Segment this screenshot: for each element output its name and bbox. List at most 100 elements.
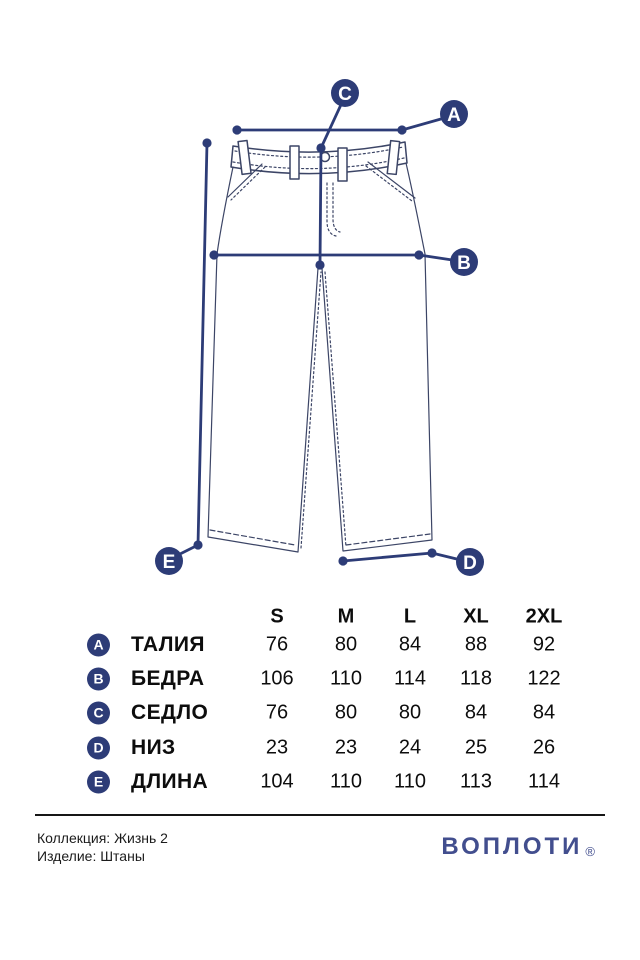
size-value: 110	[330, 667, 362, 690]
left-hip-seam	[216, 166, 234, 255]
marker-d-badge: D	[456, 548, 484, 576]
size-header: M	[337, 605, 355, 628]
size-value: 24	[398, 736, 422, 759]
size-value: 76	[265, 701, 289, 724]
measure-dot	[414, 250, 424, 260]
pants-measurement-diagram: C A B E D	[155, 79, 484, 576]
size-value: 84	[532, 701, 556, 724]
right-hem-stitch	[345, 533, 431, 546]
left-inseam-stitch	[300, 271, 322, 549]
table-row-hips: B БЕДРА 106 110 114 118 122	[0, 662, 640, 696]
row-letter-badge: C	[87, 701, 110, 725]
size-value: 84	[464, 701, 488, 724]
measure-dot	[315, 260, 325, 270]
size-header: S	[270, 605, 284, 628]
marker-b-badge: B	[450, 248, 478, 276]
table-row-waist: A ТАЛИЯ 76 80 84 88 92	[0, 628, 640, 662]
size-value: 23	[265, 736, 289, 759]
brand-logo: ВОПЛОТИ ®	[441, 835, 595, 859]
size-value: 80	[334, 701, 358, 724]
svg-text:E: E	[163, 552, 176, 573]
size-value: 76	[265, 633, 289, 656]
marker-c-badge: C	[331, 79, 359, 107]
row-label: ДЛИНА	[131, 770, 209, 793]
measure-dot	[427, 548, 437, 558]
table-row-rise: C СЕДЛО 76 80 80 84 84	[0, 696, 640, 730]
size-value: 113	[460, 770, 492, 793]
size-header: L	[403, 605, 417, 628]
size-header: 2XL	[525, 605, 563, 628]
measure-dot	[202, 138, 212, 148]
waistband-stitch-bottom	[232, 157, 405, 170]
table-row-length: E ДЛИНА 104 110 110 113 114	[0, 765, 640, 799]
right-leg	[321, 253, 433, 552]
size-value: 84	[398, 633, 422, 656]
measure-dot	[338, 556, 348, 566]
size-header-row: S M L XL 2XL	[0, 600, 640, 634]
measure-dot	[397, 125, 407, 135]
marker-e-badge: E	[155, 547, 183, 575]
fly-stitch	[332, 182, 341, 233]
row-letter-badge: E	[87, 770, 110, 794]
row-label: НИЗ	[131, 736, 176, 759]
row-label: СЕДЛО	[131, 701, 209, 724]
row-label: ТАЛИЯ	[131, 633, 205, 656]
measurement-lines: C A B E D	[155, 79, 484, 576]
row-letter-badge: B	[87, 667, 110, 691]
waistband-stitch-top	[234, 146, 404, 158]
measure-dot	[209, 250, 219, 260]
belt-loop	[237, 139, 252, 176]
svg-text:C: C	[338, 84, 352, 105]
footer-divider	[35, 814, 605, 816]
row-letter-badge: A	[87, 633, 110, 657]
size-value: 80	[334, 633, 358, 656]
size-value: 110	[394, 770, 426, 793]
right-inseam-stitch	[324, 271, 347, 548]
size-value: 23	[334, 736, 358, 759]
size-value: 92	[532, 633, 556, 656]
row-letter-badge: D	[87, 736, 110, 760]
right-hip-seam	[405, 162, 426, 255]
size-value: 114	[528, 770, 560, 793]
size-value: 106	[260, 667, 294, 690]
size-value: 25	[464, 736, 488, 759]
svg-text:A: A	[447, 105, 461, 126]
size-value: 88	[464, 633, 488, 656]
marker-a-badge: A	[440, 100, 468, 128]
size-value: 118	[460, 667, 492, 690]
product-text: Изделие: Штаны	[37, 848, 145, 864]
registered-mark-icon: ®	[585, 844, 595, 859]
brand-name: ВОПЛОТИ	[441, 833, 583, 860]
row-label: БЕДРА	[131, 667, 205, 690]
svg-text:D: D	[463, 553, 477, 574]
size-value: 80	[398, 701, 422, 724]
left-pocket-stitch	[230, 166, 266, 201]
size-value: 122	[527, 667, 561, 690]
left-leg	[207, 253, 319, 553]
measure-line-d	[341, 551, 467, 563]
size-value: 104	[260, 770, 294, 793]
measure-dot	[232, 125, 242, 135]
belt-loop	[337, 147, 348, 182]
pants-drawing	[207, 139, 433, 553]
size-value: 110	[330, 770, 362, 793]
size-value: 26	[532, 736, 556, 759]
belt-loop	[289, 145, 300, 180]
measure-dot	[316, 143, 326, 153]
collection-text: Коллекция: Жизнь 2	[37, 830, 168, 846]
belt-loop	[386, 139, 401, 176]
svg-text:B: B	[457, 253, 471, 274]
right-pocket-stitch	[365, 165, 413, 202]
table-row-hem: D НИЗ 23 23 24 25 26	[0, 731, 640, 765]
footer-info: Коллекция: Жизнь 2 Изделие: Штаны	[37, 829, 168, 865]
left-pocket	[227, 163, 263, 198]
right-pocket	[367, 161, 416, 199]
size-header: XL	[463, 605, 489, 628]
measure-line-e	[172, 141, 209, 559]
left-hem-stitch	[209, 529, 296, 546]
size-value: 114	[394, 667, 426, 690]
measure-line-a	[235, 115, 450, 132]
measure-dot	[193, 540, 203, 550]
fly-stitch	[326, 182, 337, 237]
